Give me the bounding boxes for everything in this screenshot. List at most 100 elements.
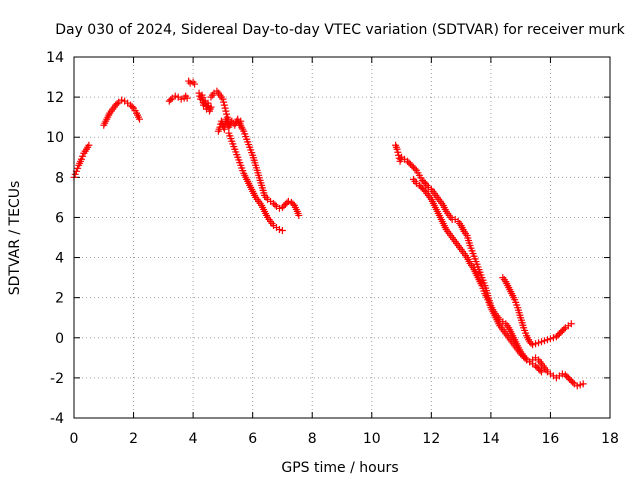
data-point — [557, 328, 565, 336]
data-point — [405, 159, 413, 167]
y-tick-label: 6 — [55, 210, 64, 226]
data-point — [409, 163, 417, 171]
data-point — [165, 97, 173, 105]
data-point — [191, 80, 199, 88]
data-series-sdtvar — [70, 77, 587, 390]
x-tick-label: 18 — [601, 431, 619, 447]
chart-title: Day 030 of 2024, Sidereal Day-to-day VTE… — [55, 22, 625, 38]
data-point — [207, 103, 215, 111]
grid-lines — [74, 57, 610, 418]
data-point — [406, 160, 414, 168]
x-tick-label: 16 — [542, 431, 560, 447]
y-tick-label: -2 — [50, 371, 64, 387]
data-point — [408, 162, 416, 170]
data-point — [566, 375, 574, 383]
data-point — [563, 372, 571, 380]
data-point — [394, 148, 402, 156]
data-point — [289, 200, 297, 208]
y-tick-label: 12 — [46, 90, 64, 106]
data-point — [415, 181, 423, 189]
data-point — [546, 335, 554, 343]
x-axis-label: GPS time / hours — [281, 460, 398, 476]
x-tick-label: 8 — [308, 431, 317, 447]
x-tick-label: 4 — [189, 431, 198, 447]
data-point — [177, 95, 185, 103]
x-tick-label: 6 — [248, 431, 257, 447]
data-point — [186, 79, 194, 87]
data-point — [74, 164, 82, 172]
data-point — [418, 184, 426, 192]
data-point — [560, 325, 568, 333]
data-point — [411, 165, 419, 173]
data-point — [287, 198, 295, 206]
y-tick-label: 2 — [55, 291, 64, 307]
y-tick-label: 14 — [46, 50, 64, 66]
data-point — [520, 353, 528, 361]
data-point — [278, 203, 286, 211]
data-point — [420, 186, 428, 194]
data-point — [112, 101, 120, 109]
data-point — [278, 226, 286, 234]
data-point — [221, 104, 229, 112]
y-tick-label: 8 — [55, 170, 64, 186]
data-point — [554, 331, 562, 339]
data-point — [535, 365, 543, 373]
data-point — [564, 374, 572, 382]
data-point — [167, 96, 175, 104]
data-point — [532, 362, 540, 370]
x-tick-label: 2 — [129, 431, 138, 447]
data-point — [295, 211, 303, 219]
data-point — [280, 202, 288, 210]
data-point — [517, 350, 525, 358]
data-point — [113, 100, 121, 108]
data-point — [543, 336, 551, 344]
data-point — [579, 380, 587, 388]
data-point — [71, 170, 79, 178]
data-point — [526, 338, 534, 346]
data-point — [529, 341, 537, 349]
data-point — [417, 183, 425, 191]
data-point — [275, 204, 283, 212]
data-point — [271, 201, 279, 209]
y-tick-label: 4 — [55, 251, 64, 267]
data-point — [555, 330, 563, 338]
data-point — [270, 199, 278, 207]
data-point — [85, 141, 93, 149]
data-point — [77, 155, 85, 163]
y-tick-label: 0 — [55, 331, 64, 347]
x-tick-label: 0 — [70, 431, 79, 447]
data-point — [561, 371, 569, 379]
x-tick-labels: 0 2 4 6 8 10 12 14 16 18 — [70, 431, 619, 447]
data-point — [558, 370, 566, 378]
data-point — [220, 98, 228, 106]
data-point — [222, 107, 230, 115]
data-point — [220, 101, 228, 109]
data-point — [183, 94, 191, 102]
y-tick-label: 10 — [46, 130, 64, 146]
y-tick-labels: -4 -2 0 2 4 6 8 10 12 14 — [46, 50, 64, 427]
data-point — [393, 145, 401, 153]
data-point — [573, 382, 581, 390]
data-point — [420, 178, 428, 186]
data-point — [219, 95, 227, 103]
x-tick-label: 10 — [363, 431, 381, 447]
data-point — [540, 337, 548, 345]
data-point — [118, 96, 126, 104]
data-point — [136, 115, 144, 123]
data-point — [79, 152, 87, 160]
data-point — [549, 334, 557, 342]
data-point — [533, 363, 541, 371]
x-tick-label: 14 — [482, 431, 500, 447]
data-point — [128, 103, 136, 111]
data-point — [552, 333, 560, 341]
data-point — [567, 320, 575, 328]
x-tick-label: 12 — [422, 431, 440, 447]
data-point — [536, 366, 544, 374]
data-point — [171, 92, 179, 100]
data-point — [404, 157, 412, 165]
data-point — [576, 381, 584, 389]
data-point — [567, 377, 575, 385]
data-point — [535, 339, 543, 347]
data-point — [521, 354, 529, 362]
